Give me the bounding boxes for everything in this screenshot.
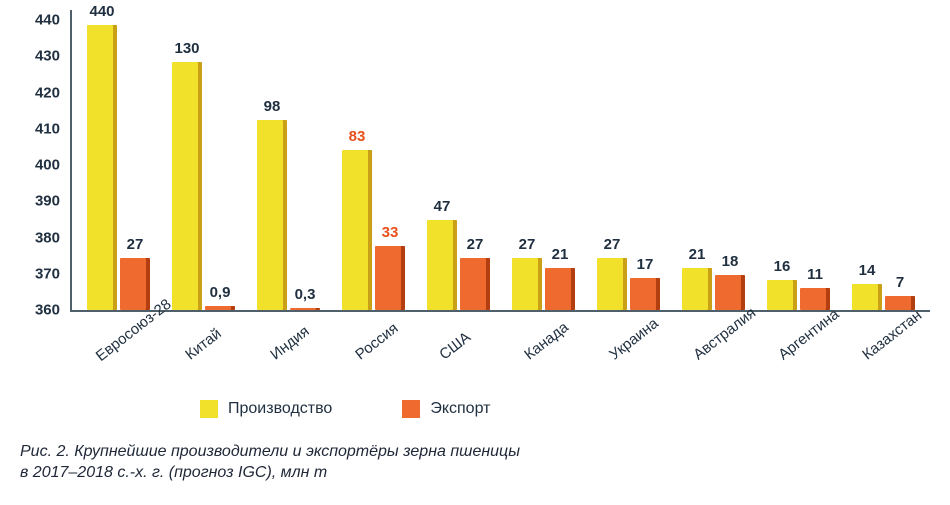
bar-groups: 440271300,9980,3833347272721271721181611… [72,10,930,310]
y-tick: 370 [20,265,60,282]
bar-value-label: 21 [689,246,706,263]
bar-group: 980,3 [246,120,331,310]
bar-group: 440 27 [76,25,161,310]
legend-swatch-production [200,400,218,418]
y-tick: 440 [20,12,60,29]
bar-production: 21 [682,268,712,310]
bar-value-label: 440 [89,3,114,20]
bar-value-label: 27 [127,236,144,253]
bar-production: 130 [172,62,202,310]
bar-group: 1300,9 [161,62,246,310]
bar-value-label: 18 [722,253,739,270]
bar-value-label: 7 [896,274,904,291]
bar-production: 98 [257,120,287,310]
bar-value-label: 16 [774,258,791,275]
bar-value-label: 27 [604,236,621,253]
caption-line2: в 2017–2018 с.-х. г. (прогноз IGC), млн … [20,464,327,481]
legend: Производство Экспорт [200,400,490,418]
bar-value-label: 33 [382,224,399,241]
bar-production: 47 [427,220,457,310]
bar-value-label: 27 [467,236,484,253]
y-tick: 400 [20,157,60,174]
bar-value-label: 14 [859,262,876,279]
y-tick: 410 [20,120,60,137]
wheat-chart: 360370380390400410420430440 440271300,99… [20,10,930,440]
x-axis-labels: Евросоюз-28КитайИндияРоссияСШАКанадаУкра… [70,315,930,350]
bar-value-label: 98 [264,98,281,115]
bar-value-label: 83 [349,128,366,145]
y-tick: 430 [20,48,60,65]
y-tick: 420 [20,84,60,101]
bar-production: 27 [597,258,627,310]
legend-label-export: Экспорт [430,400,490,418]
bar-production: 83 [342,150,372,310]
y-axis: 360 370 380 390 400 410 420 430 440 [20,10,66,330]
bar-production: 16 [767,280,797,310]
bar-value-label: 130 [174,40,199,57]
bar-value-label: 27 [519,236,536,253]
legend-swatch-export [402,400,420,418]
figure-caption: Рис. 2. Крупнейшие производители и экспо… [20,442,930,484]
caption-line1: Рис. 2. Крупнейшие производители и экспо… [20,443,520,460]
legend-item-production: Производство [200,400,332,418]
bar-value-label: 17 [637,256,654,273]
legend-label-production: Производство [228,400,332,418]
bar-value-label: 11 [807,266,823,283]
bar-production: 14 [852,284,882,310]
y-tick: 390 [20,193,60,210]
plot-area: 440271300,9980,3833347272721271721181611… [70,10,930,312]
bar-production: 440 [87,25,117,310]
bar-value-label: 47 [434,198,451,215]
legend-item-export: Экспорт [402,400,490,418]
bar-production: 27 [512,258,542,310]
y-tick: 360 [20,302,60,319]
bar-value-label: 21 [552,246,569,263]
y-tick: 380 [20,229,60,246]
